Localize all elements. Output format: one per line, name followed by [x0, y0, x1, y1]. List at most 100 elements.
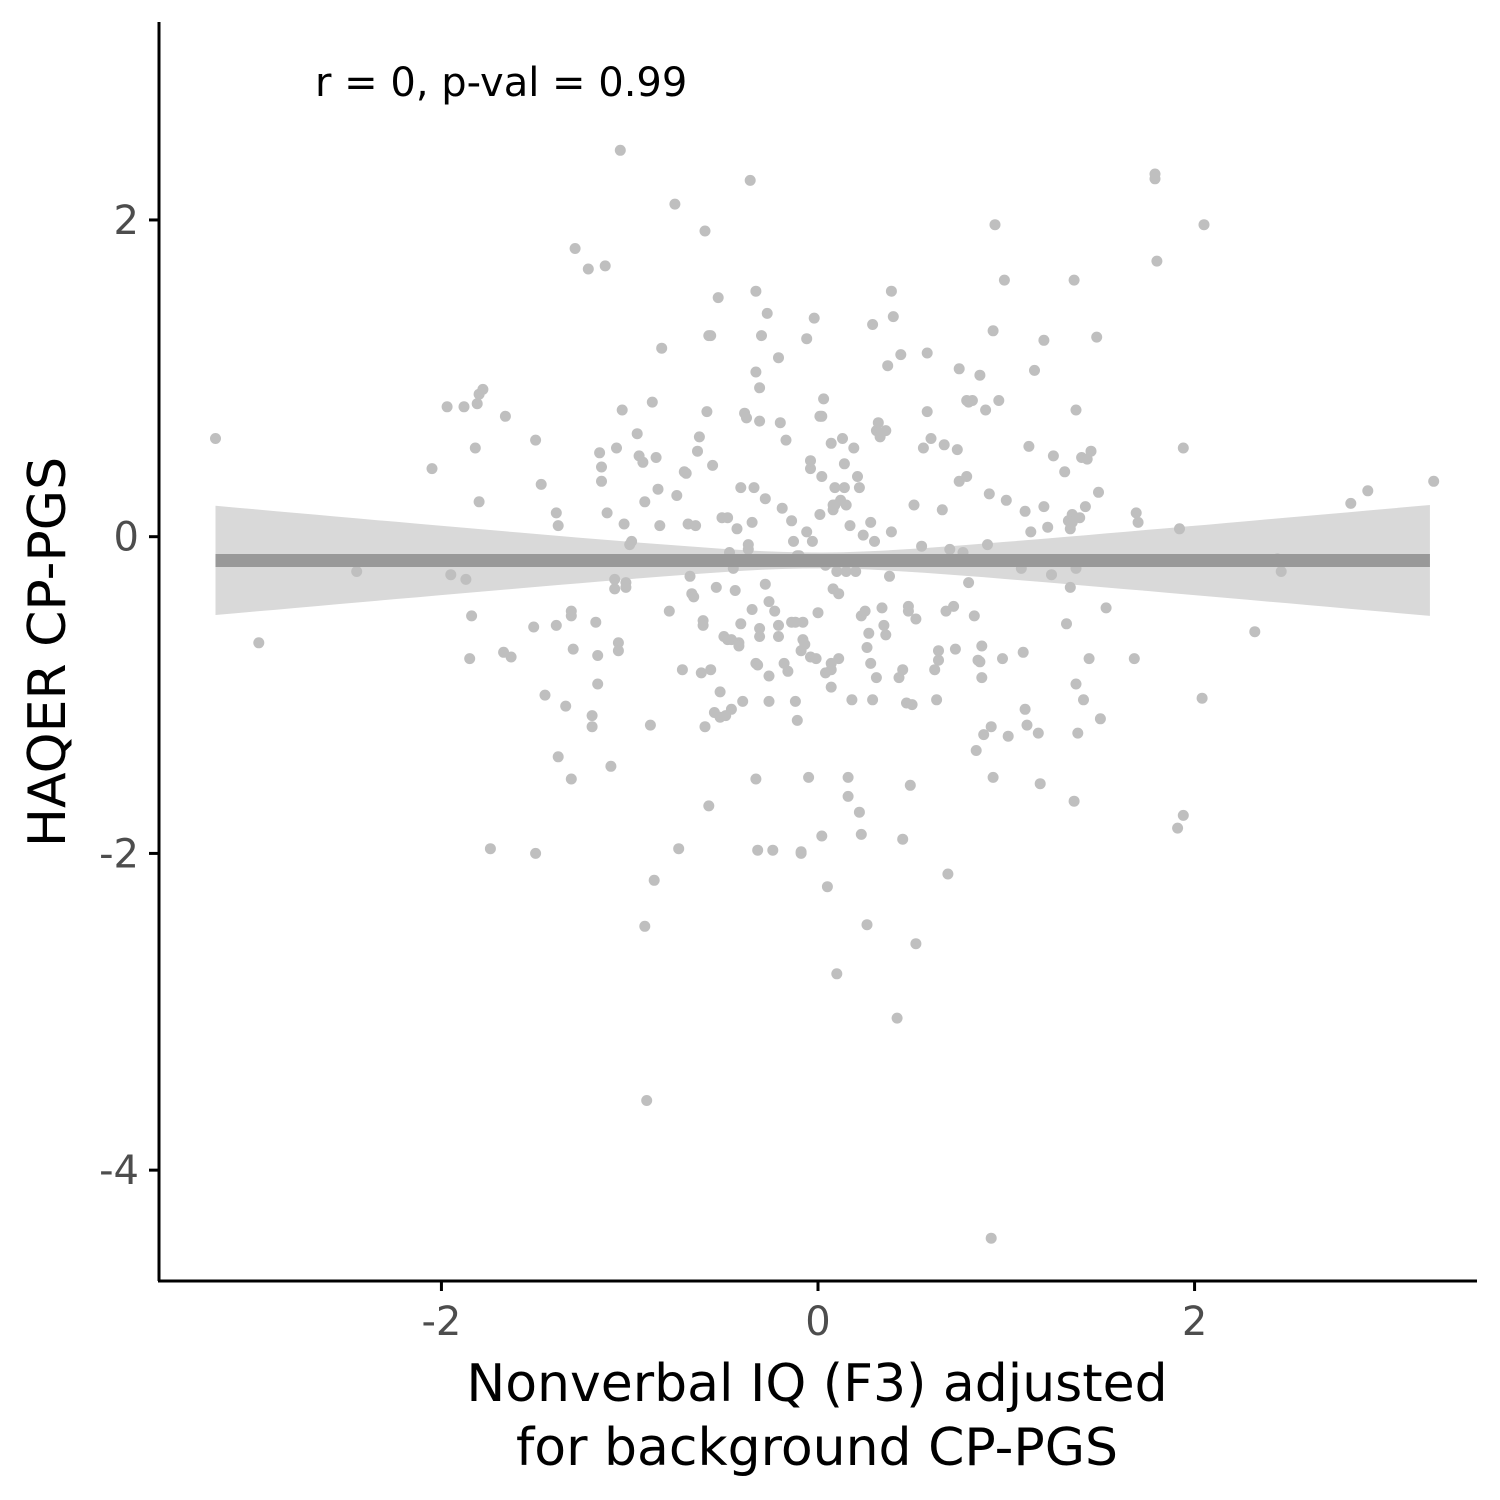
data-point [611, 442, 622, 454]
data-point [741, 412, 752, 424]
data-point [590, 616, 602, 628]
data-point [867, 319, 879, 330]
data-point [859, 605, 871, 617]
data-point [880, 629, 892, 641]
data-point [1083, 653, 1095, 665]
data-point [1068, 795, 1080, 807]
data-point [1362, 485, 1374, 497]
data-point [876, 602, 888, 614]
data-point [776, 502, 788, 514]
data-point [767, 844, 779, 856]
data-point [746, 604, 758, 615]
data-point [609, 573, 621, 585]
data-point [1428, 475, 1440, 487]
data-point [725, 703, 737, 715]
data-point [754, 623, 766, 634]
y-tick-label: 0 [114, 515, 139, 561]
data-point [763, 695, 775, 707]
data-point [1070, 678, 1082, 690]
data-point [808, 312, 820, 324]
data-point [951, 444, 963, 456]
data-point [644, 719, 656, 731]
data-point [829, 482, 841, 494]
data-point [1034, 778, 1046, 790]
data-point [499, 410, 511, 422]
data-point [933, 645, 944, 657]
data-point [944, 543, 956, 555]
data-point [712, 292, 724, 304]
data-point [663, 605, 675, 617]
data-point [855, 828, 867, 840]
data-point [904, 779, 916, 791]
data-point [565, 610, 577, 622]
data-point [1085, 445, 1097, 457]
data-point [850, 566, 862, 577]
data-point [966, 395, 978, 406]
data-point [801, 526, 813, 538]
data-point [885, 526, 897, 538]
data-point [985, 721, 997, 733]
data-point [1064, 581, 1076, 593]
data-point [1019, 505, 1031, 517]
data-point [842, 790, 854, 802]
data-point [910, 938, 922, 950]
data-point [970, 745, 982, 756]
data-point [565, 773, 577, 785]
data-point [816, 410, 828, 422]
x-tick-label: 2 [1182, 1299, 1207, 1345]
data-point [690, 520, 702, 532]
data-point [825, 681, 837, 693]
data-point [650, 452, 662, 463]
data-point [825, 437, 837, 449]
data-point [1149, 168, 1161, 180]
data-point [567, 643, 579, 655]
data-point [612, 637, 624, 649]
data-point [895, 349, 907, 361]
correlation-annotation: r = 0, p-val = 0.99 [315, 60, 687, 106]
data-point [1091, 331, 1103, 343]
data-point [616, 404, 628, 416]
data-point [983, 488, 995, 500]
data-point [993, 395, 1005, 406]
data-point [908, 499, 920, 511]
data-point [620, 581, 632, 593]
data-point [1023, 440, 1035, 452]
data-point [773, 631, 784, 642]
data-point [631, 428, 643, 440]
data-point [761, 307, 773, 319]
data-point [473, 496, 485, 508]
data-point [773, 619, 784, 631]
data-point [710, 581, 722, 593]
data-point [1177, 809, 1189, 821]
data-point [750, 285, 762, 297]
data-point [931, 694, 943, 706]
data-point [648, 874, 660, 886]
data-point [885, 285, 897, 297]
data-point [594, 447, 606, 459]
data-point [1046, 569, 1057, 581]
data-point [825, 664, 837, 676]
data-point [998, 274, 1010, 286]
data-point [782, 665, 794, 677]
data-point [974, 656, 986, 668]
data-point [863, 627, 875, 639]
data-point [788, 535, 799, 547]
data-point [592, 678, 604, 690]
data-point [550, 507, 562, 519]
data-point [852, 471, 863, 482]
x-tick-label: -2 [421, 1299, 461, 1345]
data-point [929, 664, 941, 676]
data-point [906, 699, 918, 711]
data-point [744, 174, 756, 186]
data-point [810, 653, 822, 665]
x-axis-title-line-1: Nonverbal IQ (F3) adjusted [466, 1354, 1167, 1414]
data-point [925, 433, 937, 444]
data-point [831, 968, 843, 980]
data-point [1029, 364, 1040, 376]
data-point [884, 570, 895, 582]
data-point [902, 605, 914, 617]
data-point [968, 610, 980, 622]
data-point [799, 638, 811, 650]
data-point [763, 596, 775, 608]
data-point [867, 694, 879, 706]
